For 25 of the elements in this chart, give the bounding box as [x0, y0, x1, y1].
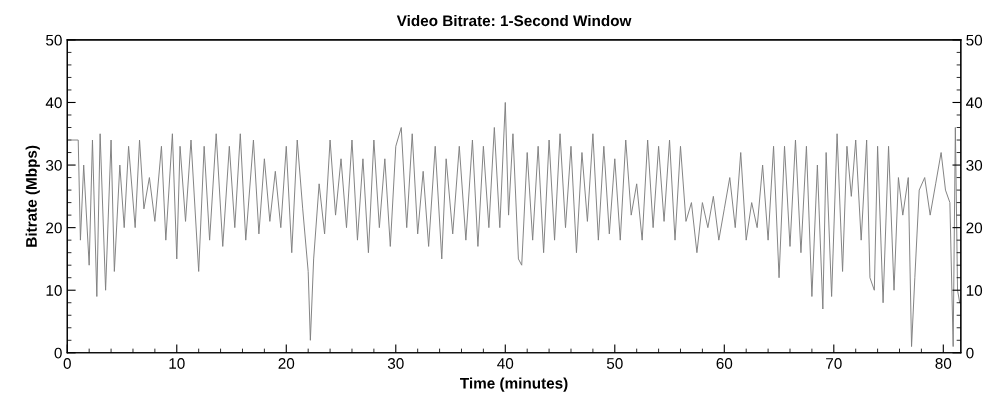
- x-tick-label: 10: [169, 358, 185, 369]
- x-axis-title: Time (minutes): [460, 377, 568, 392]
- chart-title: Video Bitrate: 1-Second Window: [396, 14, 632, 27]
- x-tick-label: 30: [387, 358, 404, 369]
- x-tick-label: 0: [63, 358, 71, 369]
- y-tick-label: 30: [46, 159, 62, 171]
- y2-tick-label: 50: [966, 34, 983, 46]
- y2-tick-label: 10: [966, 285, 983, 296]
- y-axis-title: Bitrate (Mbps): [25, 145, 40, 247]
- y2-tick-label: 40: [966, 97, 983, 109]
- y2-tick-label: 20: [966, 222, 983, 234]
- y-tick-label: 50: [46, 34, 62, 46]
- y2-tick-label: 30: [966, 159, 983, 171]
- y-tick-label: 0: [54, 347, 62, 359]
- x-tick-label: 80: [935, 358, 952, 369]
- y2-tick-label: 0: [966, 347, 974, 359]
- x-tick-label: 20: [278, 358, 295, 369]
- x-tick-label: 40: [497, 358, 514, 369]
- x-tick-label: 70: [826, 358, 842, 369]
- line-series: [67, 101, 961, 348]
- y-tick-label: 40: [45, 97, 62, 109]
- x-tick-label: 60: [716, 358, 733, 369]
- y-tick-label: 20: [46, 222, 62, 234]
- y-tick-label: 10: [46, 285, 62, 296]
- x-tick-label: 50: [606, 358, 623, 369]
